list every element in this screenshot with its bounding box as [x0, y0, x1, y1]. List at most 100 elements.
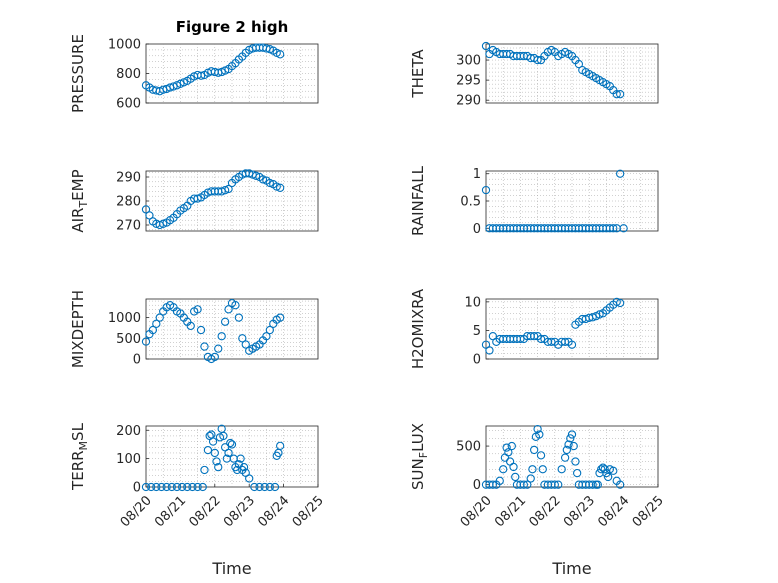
- data-point: [276, 183, 285, 192]
- data-point: [533, 424, 542, 434]
- data-point: [507, 441, 516, 451]
- subplot-2: 290 295 300 THETA: [409, 41, 659, 109]
- data-point: [528, 465, 537, 474]
- data-point: [212, 457, 221, 466]
- x-tick-label: 08/24: [595, 493, 632, 530]
- data-point: [616, 480, 625, 489]
- data-point: [504, 448, 513, 457]
- x-tick-label: 08/20: [118, 493, 155, 530]
- y-tick-label: 600: [116, 97, 141, 112]
- data-point: [530, 445, 539, 455]
- data-point: [526, 474, 535, 483]
- axes-box: [145, 43, 319, 104]
- data-point: [588, 313, 597, 322]
- y-tick-label: 290: [456, 94, 481, 109]
- data-point: [208, 437, 218, 446]
- data-point: [276, 313, 285, 322]
- x-tick-label: 08/21: [152, 493, 189, 530]
- chart-title: Figure 2 high: [176, 18, 289, 36]
- subplot-6: 0 5 10 H2OMIXRA: [409, 288, 659, 369]
- y-axis-label: RAINFALL: [409, 165, 427, 236]
- y-axis-label: AIRTEMP: [69, 169, 90, 232]
- data-point: [495, 476, 504, 485]
- data-point: [616, 169, 625, 178]
- data-point: [481, 185, 491, 195]
- data-point: [200, 465, 209, 475]
- y-tick-label: 290: [116, 171, 141, 186]
- x-tick-label: 08/23: [561, 493, 598, 530]
- data-point: [485, 346, 494, 355]
- data-point: [183, 482, 192, 492]
- data-point: [588, 480, 597, 489]
- y-axis-label: MIXDEPTH: [69, 290, 87, 368]
- data-point: [276, 50, 285, 59]
- data-point: [499, 465, 508, 474]
- data-point: [233, 465, 242, 475]
- data-point: [236, 454, 245, 463]
- data-point: [231, 301, 240, 310]
- data-point: [567, 430, 577, 439]
- data-point: [569, 441, 578, 451]
- data-point: [217, 332, 226, 341]
- data-point: [573, 468, 582, 478]
- data-point: [567, 340, 577, 349]
- data-point: [481, 41, 491, 51]
- data-point: [523, 480, 532, 489]
- y-tick-label: 295: [456, 74, 481, 89]
- data-point: [227, 440, 237, 449]
- data-point: [597, 465, 606, 474]
- data-point: [193, 194, 202, 203]
- y-axis-label: TERRMSL: [69, 422, 90, 491]
- data-point: [600, 465, 609, 474]
- data-point: [141, 482, 151, 492]
- x-tick-label: 08/23: [221, 493, 258, 530]
- x-tick-label: 08/22: [527, 493, 564, 530]
- x-axis-label: Time: [211, 559, 251, 578]
- x-tick-label: 08/21: [492, 493, 529, 530]
- y-tick-label: 800: [116, 67, 141, 82]
- data-point: [177, 482, 187, 492]
- data-point: [169, 82, 178, 91]
- data-point: [603, 472, 613, 482]
- data-point: [609, 224, 618, 233]
- data-point: [547, 337, 556, 347]
- y-axis-label: SUNFLUX: [409, 423, 430, 490]
- data-point: [535, 430, 544, 439]
- y-axis-label: H2OMIXRA: [409, 288, 427, 369]
- data-point: [612, 90, 621, 99]
- data-point: [193, 482, 202, 492]
- y-tick-label: 1000: [108, 311, 141, 326]
- y-tick-label: 10: [464, 295, 481, 310]
- subplot-3: 270 280 290 AIRTEMP: [69, 169, 319, 234]
- data-point: [245, 474, 254, 483]
- y-tick-label: 270: [116, 219, 141, 234]
- data-point: [198, 482, 207, 492]
- data-point: [147, 482, 156, 492]
- data-point: [270, 482, 280, 492]
- data-point: [214, 462, 223, 472]
- y-tick-label: 200: [116, 424, 141, 439]
- data-point: [593, 480, 602, 489]
- data-point: [238, 334, 247, 343]
- y-tick-label: 0.5: [460, 195, 481, 210]
- data-point: [141, 205, 151, 214]
- data-point: [219, 431, 228, 441]
- data-point: [159, 219, 168, 228]
- data-point: [262, 332, 271, 341]
- data-point: [196, 325, 206, 335]
- y-axis-label: PRESSURE: [69, 34, 87, 113]
- y-tick-label: 500: [116, 332, 141, 347]
- data-point: [516, 334, 525, 344]
- y-tick-label: 5: [473, 324, 481, 339]
- data-point: [276, 441, 285, 451]
- data-point: [210, 352, 219, 362]
- data-point: [560, 337, 570, 347]
- data-point: [152, 482, 161, 492]
- data-point: [619, 224, 628, 233]
- data-point: [196, 71, 206, 80]
- data-point: [538, 465, 547, 474]
- data-point: [220, 317, 230, 326]
- data-point: [203, 445, 213, 455]
